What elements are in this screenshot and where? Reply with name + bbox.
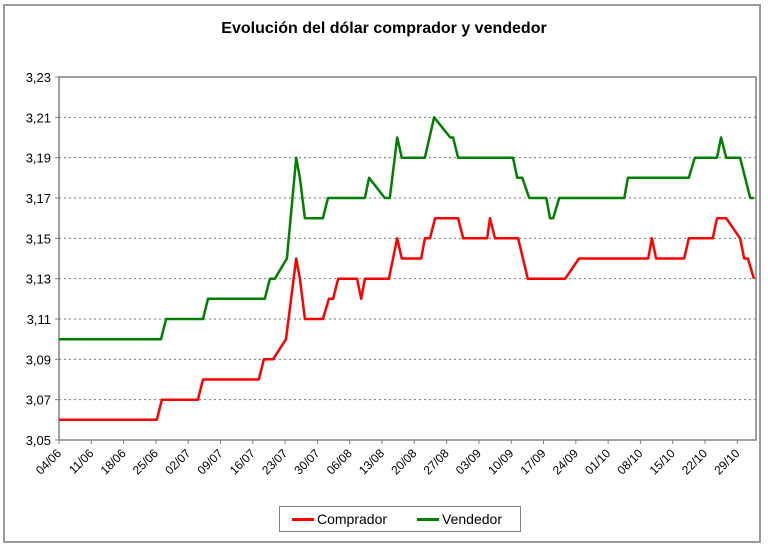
series-line-vendedor [59, 116, 754, 341]
x-tick-label: 24/09 [550, 446, 581, 477]
legend-swatch-red [292, 517, 314, 521]
x-tick-label: 13/08 [356, 446, 387, 477]
legend-item-comprador: Comprador [292, 511, 387, 527]
chart-title: Evolución del dólar comprador y vendedor [221, 20, 547, 37]
x-tick-label: 18/06 [98, 446, 129, 477]
x-tick-label: 27/08 [421, 446, 452, 477]
x-tick-label: 10/09 [485, 446, 516, 477]
x-tick-label: 30/07 [291, 446, 322, 477]
x-tick-label: 02/07 [162, 446, 193, 477]
y-tick-label: 3,11 [27, 312, 51, 327]
y-tick-label: 3,05 [26, 433, 51, 448]
y-tick-label: 3,15 [26, 231, 51, 246]
y-axis-ticks: 3,05 3,07 3,09 3,11 3,13 3,15 3,17 3,19 3,21 3,23 [26, 70, 51, 448]
x-tick-label: 17/09 [517, 446, 548, 477]
x-tick-label: 06/08 [324, 446, 355, 477]
x-tick-label: 25/06 [130, 446, 161, 477]
x-tick-label: 29/10 [711, 446, 742, 477]
legend-label: Comprador [317, 511, 388, 527]
x-tick-label: 23/07 [259, 446, 290, 477]
legend: Comprador Vendedor [279, 506, 521, 532]
legend-swatch-green [417, 517, 440, 521]
series-lines [59, 116, 756, 422]
legend-item-vendedor: Vendedor [417, 511, 502, 527]
x-tick-label: 15/10 [647, 446, 678, 477]
x-tick-label: 11/06 [66, 446, 97, 477]
x-tick-label: 03/09 [453, 446, 484, 477]
axes [55, 76, 757, 444]
x-tick-label: 08/10 [614, 446, 645, 477]
legend-label: Vendedor [442, 511, 502, 527]
x-tick-label: 20/08 [388, 446, 419, 477]
x-axis-ticks: 04/06 11/06 18/06 25/06 02/07 09/07 16/07 23/07… [33, 446, 743, 477]
x-tick-label: 22/10 [679, 446, 710, 477]
x-tick-label: 16/07 [227, 446, 258, 477]
y-tick-label: 3,21 [26, 110, 51, 125]
y-tick-label: 3,19 [26, 151, 51, 166]
plot-area [58, 76, 757, 441]
x-tick-label: 01/10 [582, 446, 613, 477]
chart-frame [3, 4, 761, 543]
y-tick-label: 3,23 [26, 70, 51, 85]
y-tick-label: 3,07 [26, 393, 51, 408]
y-tick-label: 3,09 [26, 352, 51, 367]
x-tick-label: 04/06 [33, 446, 64, 477]
y-tick-label: 3,17 [26, 191, 51, 206]
series-line-comprador [59, 216, 756, 422]
x-tick-label: 09/07 [194, 446, 225, 477]
y-tick-label: 3,13 [26, 272, 51, 287]
